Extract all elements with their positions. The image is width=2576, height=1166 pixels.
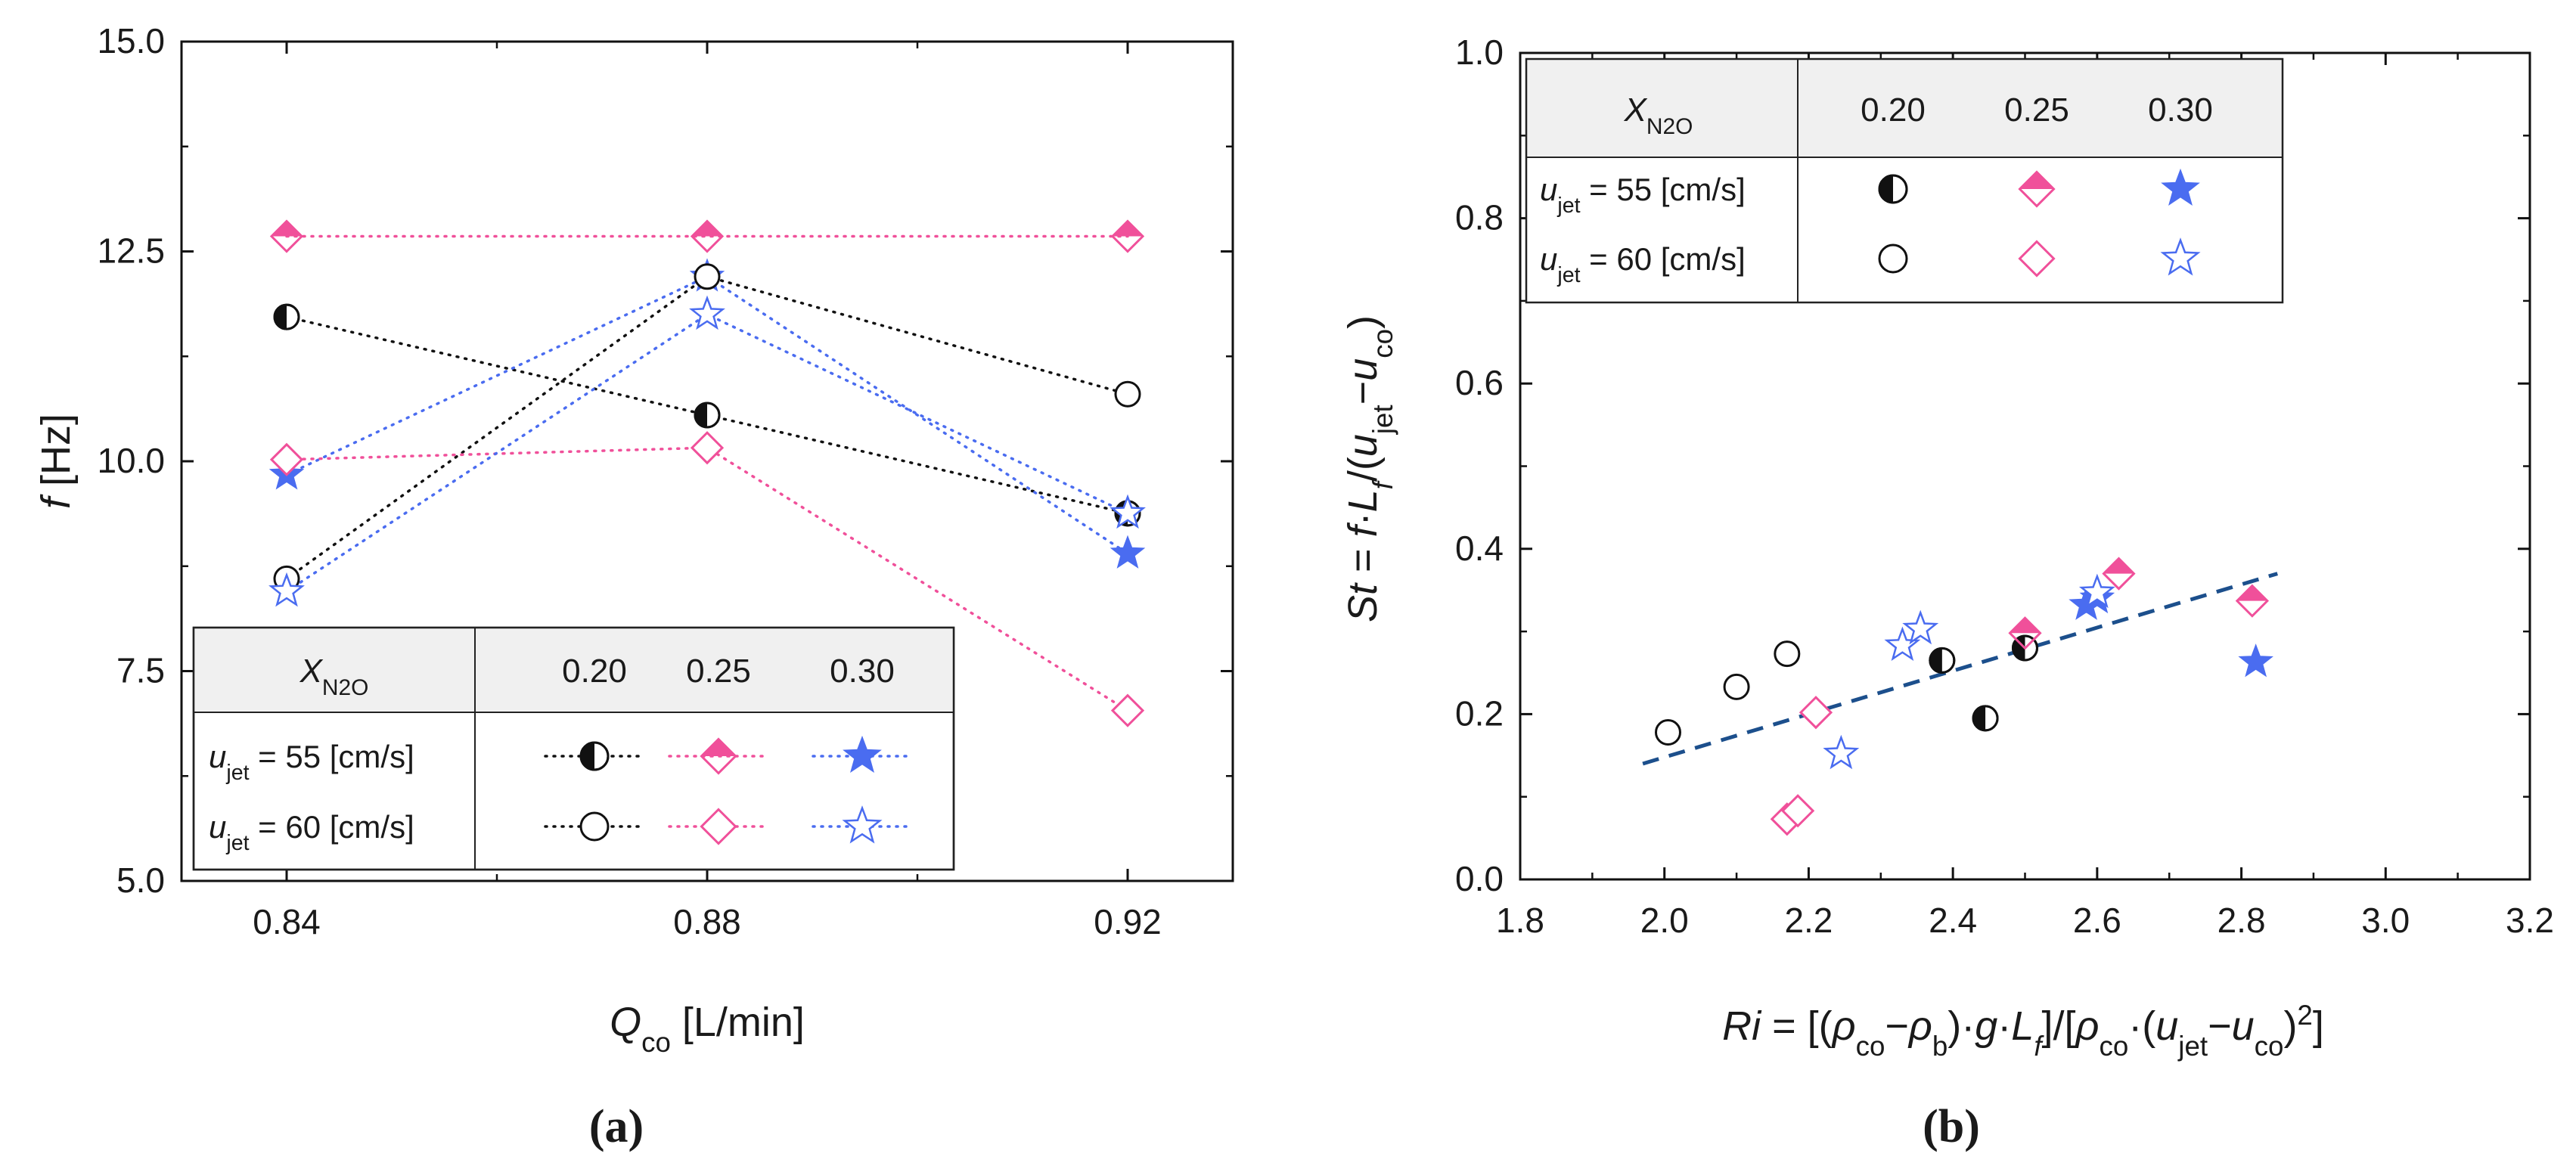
data-point-a	[694, 402, 721, 429]
fit-line-b	[1642, 572, 2278, 766]
legend-a-row-label: ujet = 60 [cm/s]	[209, 809, 414, 855]
data-point-a	[269, 219, 304, 253]
y-tick-label-b: 1.0	[1455, 33, 1504, 72]
data-point-a	[1110, 693, 1145, 727]
data-point-b	[2235, 584, 2270, 618]
data-point-b	[1723, 673, 1750, 700]
data-point-a	[689, 295, 725, 330]
data-point-a	[1110, 219, 1145, 253]
legend-a-column-label: 0.25	[686, 653, 751, 690]
y-tick-label-a: 7.5	[116, 651, 165, 690]
legend-a-marker	[843, 735, 882, 773]
legend-b-marker	[1878, 243, 1908, 274]
x-tick-label-b: 2.6	[2073, 901, 2121, 940]
data-point-b	[1972, 705, 1999, 732]
legend-b-header-bg	[1526, 59, 2283, 157]
legend-b-marker	[2018, 170, 2056, 208]
legend-b-row-label: ujet = 55 [cm/s]	[1540, 172, 1746, 218]
data-point-b	[1929, 647, 1956, 674]
legend-a-header: XN2O	[299, 653, 369, 700]
legend-b-header: XN2O	[1624, 91, 1693, 139]
legend-a-marker	[700, 808, 737, 845]
legend-b-marker	[2018, 240, 2056, 278]
y-tick-label-b: 0.4	[1455, 529, 1504, 568]
data-point-a	[268, 572, 305, 607]
y-tick-label-b: 0.0	[1455, 859, 1504, 898]
data-point-a	[273, 303, 300, 330]
series-line-a	[285, 446, 1129, 712]
legend-a-marker	[579, 811, 610, 842]
y-tick-label-b: 0.2	[1455, 693, 1504, 733]
data-point-b	[1781, 794, 1815, 828]
data-point-a	[1114, 380, 1141, 408]
legend-a-row-label: ujet = 55 [cm/s]	[209, 739, 414, 785]
legend-b-column-label: 0.20	[1861, 91, 1926, 129]
data-point-b	[2102, 557, 2136, 591]
y-tick-label-a: 12.5	[97, 231, 165, 271]
legend-b-marker	[2161, 168, 2200, 206]
x-tick-label-b: 3.2	[2506, 901, 2554, 940]
data-point-a	[269, 442, 304, 476]
data-point-b	[2238, 643, 2273, 678]
data-point-a	[1110, 535, 1146, 569]
y-axis-label-a: f [Hz]	[33, 414, 79, 509]
panel-label-b: (b)	[1923, 1101, 1980, 1152]
legend-b-column-label: 0.30	[2148, 91, 2213, 129]
y-axis-label-b: St = f·Lf/(ujet−uco)	[1340, 315, 1398, 622]
y-tick-label-b: 0.8	[1455, 198, 1504, 237]
x-tick-label-b: 2.4	[1929, 901, 1977, 940]
data-point-b	[1799, 696, 1833, 730]
legend-a-header-bg	[194, 628, 954, 712]
x-axis-label-a: Qco [L/min]	[610, 1000, 805, 1058]
legend-a-marker	[700, 737, 737, 775]
legend-b: XN2O 0.20 0.25 0.30 ujet = 55 [cm/s] ujet = 6…	[1525, 57, 2284, 304]
y-tick-label-a: 15.0	[97, 21, 165, 60]
x-tick-label-a: 0.88	[673, 902, 741, 941]
data-point-b	[2078, 573, 2115, 609]
data-point-a	[694, 263, 721, 290]
data-point-b	[1774, 640, 1801, 668]
x-tick-label-b: 2.8	[2218, 901, 2266, 940]
y-tick-label-a: 5.0	[116, 861, 165, 900]
x-tick-label-b: 2.0	[1640, 901, 1689, 940]
legend-a-column-label: 0.20	[562, 653, 627, 690]
panel-a: 5.0 7.5 10.0 12.5 15.0 0.84 0.88 0.92 XN2O 0.20 0.…	[33, 21, 1234, 1152]
legend-b-row-label: ujet = 60 [cm/s]	[1540, 241, 1746, 287]
data-point-a	[690, 219, 725, 253]
x-tick-label-b: 2.2	[1784, 901, 1833, 940]
legend-b-marker	[2160, 237, 2201, 276]
panel-label-a: (a)	[589, 1101, 644, 1152]
data-point-a	[690, 431, 725, 465]
legend-a: XN2O 0.20 0.25 0.30 ujet = 55 [cm/s] ujet = 6…	[192, 626, 955, 871]
legend-a-column-label: 0.30	[830, 653, 895, 690]
x-axis-label-b: Ri = [(ρco−ρb)·g·Lf]/[ρco·(ujet−uco)2]	[1722, 1000, 2324, 1062]
series-line-a	[285, 312, 1129, 593]
legend-a-marker	[579, 741, 610, 771]
data-point-b	[1654, 718, 1681, 746]
y-tick-label-b: 0.6	[1455, 363, 1504, 402]
x-tick-label-a: 0.84	[253, 902, 321, 941]
data-point-b	[1823, 734, 1860, 770]
x-tick-label-b: 1.8	[1496, 901, 1544, 940]
legend-b-marker	[1878, 174, 1908, 204]
x-tick-label-a: 0.92	[1094, 902, 1162, 941]
data-point-b	[2008, 616, 2042, 650]
data-point-a	[1110, 494, 1146, 529]
panel-b: 0.0 0.2 0.4 0.6 0.8 1.0 1.8 2.0 2.2 2.4 2.6 2.8 3.0 3…	[1340, 33, 2554, 1152]
legend-b-column-label: 0.25	[2004, 91, 2069, 129]
y-tick-label-a: 10.0	[97, 441, 165, 480]
data-point-b	[1902, 609, 1939, 645]
legend-a-marker	[842, 805, 883, 844]
x-tick-label-b: 3.0	[2361, 901, 2410, 940]
